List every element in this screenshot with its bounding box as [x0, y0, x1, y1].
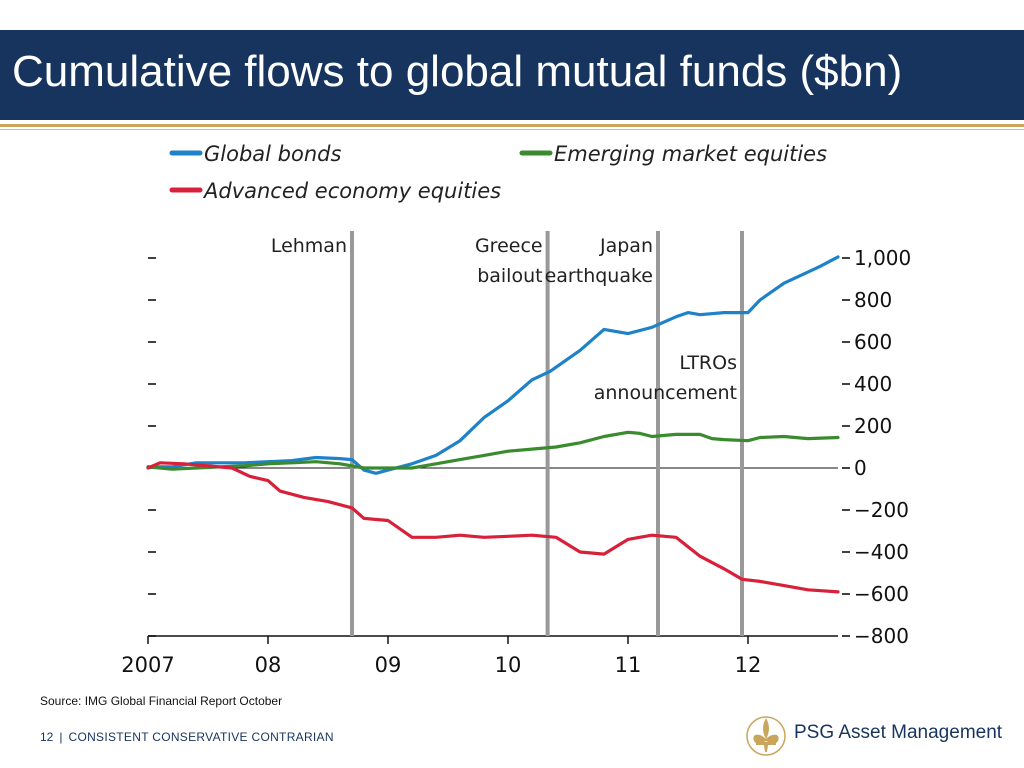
slide-title: Cumulative flows to global mutual funds … [12, 47, 903, 96]
x-tick-label-12: 12 [735, 653, 762, 677]
page-number: 12 [40, 730, 54, 744]
event-label-japan: Japan [599, 235, 653, 257]
footer: 12 | CONSISTENT CONSERVATIVE CONTRARIAN [40, 730, 334, 744]
legend-label-global-bonds: Global bonds [204, 142, 341, 166]
event-label-lehman: Lehman [271, 235, 347, 257]
gold-divider [0, 124, 1024, 127]
y-tick-label-600: 600 [854, 330, 892, 354]
source-note: Source: IMG Global Financial Report Octo… [40, 694, 283, 708]
legend-label-advanced-economy-equities: Advanced economy equities [202, 179, 501, 203]
legend-label-emerging-market-equities: Emerging market equities [554, 142, 827, 166]
x-tick-label-08: 08 [255, 653, 282, 677]
footer-separator: | [59, 730, 63, 744]
footer-tagline: CONSISTENT CONSERVATIVE CONTRARIAN [68, 730, 334, 744]
fleur-de-lis-icon [746, 716, 786, 756]
y-tick-label--400: −400 [854, 540, 909, 564]
event-label-ltros: LTROs [679, 352, 737, 374]
x-tick-label-10: 10 [495, 653, 522, 677]
event-label-bailout: bailout [477, 265, 542, 287]
x-tick-label-2007: 2007 [121, 653, 174, 677]
series-line-advanced-economy-equities [146, 461, 840, 594]
event-label-earthquake: earthquake [545, 265, 653, 287]
y-tick-label-200: 200 [854, 414, 892, 438]
y-tick-label-400: 400 [854, 372, 892, 396]
logo-text: PSG Asset Management [794, 722, 1003, 743]
x-tick-label-09: 09 [375, 653, 402, 677]
y-tick-label-1000: 1,000 [854, 246, 911, 270]
title-bar: Cumulative flows to global mutual funds … [0, 30, 1024, 120]
y-tick-label-800: 800 [854, 288, 892, 312]
y-tick-label--200: −200 [854, 498, 909, 522]
x-tick-label-11: 11 [615, 653, 642, 677]
y-tick-label--600: −600 [854, 582, 909, 606]
y-tick-label-0: 0 [854, 456, 867, 480]
y-tick-label--800: −800 [854, 624, 909, 648]
grey-divider [0, 129, 1024, 130]
series-line-emerging-market-equities [146, 430, 840, 471]
event-label-announcement: announcement [594, 382, 737, 404]
series-line-global-bonds [146, 255, 840, 475]
psg-logo: PSG Asset Management [742, 712, 1012, 756]
event-label-greece: Greece [475, 235, 543, 257]
